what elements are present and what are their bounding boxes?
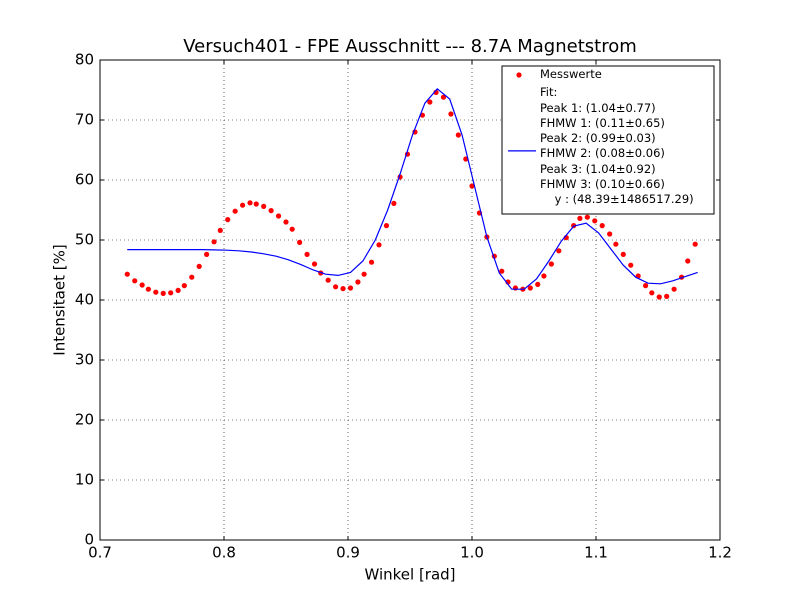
data-point bbox=[181, 283, 187, 289]
y-tick-label: 60 bbox=[75, 171, 94, 189]
legend-label: Messwerte bbox=[540, 67, 602, 81]
y-tick-label: 20 bbox=[75, 411, 94, 429]
y-axis-label: Intensitaet [%] bbox=[51, 244, 69, 355]
data-point bbox=[656, 294, 662, 300]
data-point bbox=[613, 241, 619, 247]
data-point bbox=[671, 286, 677, 292]
y-tick-label: 50 bbox=[75, 231, 94, 249]
x-axis-label: Winkel [rad] bbox=[364, 566, 455, 584]
data-point bbox=[340, 286, 346, 292]
data-point bbox=[132, 278, 138, 284]
data-point bbox=[556, 248, 562, 254]
legend-label-box: Messwerte bbox=[540, 67, 602, 81]
data-point bbox=[628, 262, 634, 268]
data-point bbox=[448, 111, 454, 117]
data-point bbox=[592, 218, 598, 224]
data-point bbox=[584, 214, 590, 220]
data-point bbox=[649, 290, 655, 296]
data-point bbox=[333, 284, 339, 290]
legend-label: Fit: Peak 1: (1.04±0.77) FHMW 1: (0.11±0… bbox=[540, 85, 694, 207]
data-point bbox=[240, 202, 246, 208]
data-point bbox=[232, 208, 238, 214]
data-point bbox=[225, 217, 231, 223]
data-point bbox=[620, 251, 626, 257]
data-point bbox=[304, 251, 310, 257]
data-point bbox=[664, 293, 670, 299]
data-point bbox=[599, 223, 605, 229]
data-point bbox=[499, 268, 505, 274]
y-tick-label: 0 bbox=[84, 531, 94, 549]
data-point bbox=[391, 200, 397, 206]
data-point bbox=[261, 203, 267, 209]
data-point bbox=[469, 183, 475, 189]
data-point bbox=[512, 285, 519, 291]
data-point bbox=[196, 263, 202, 269]
data-point bbox=[643, 283, 649, 289]
data-point bbox=[275, 213, 282, 219]
data-point bbox=[253, 201, 259, 207]
data-point bbox=[455, 132, 461, 138]
fit-line bbox=[127, 87, 698, 290]
chart-title: Versuch401 - FPE Ausschnitt --- 8.7A Mag… bbox=[183, 36, 637, 57]
data-point bbox=[204, 251, 210, 257]
data-point bbox=[325, 277, 331, 283]
y-tick-label: 80 bbox=[75, 51, 94, 69]
data-point bbox=[535, 281, 541, 287]
data-point bbox=[217, 227, 223, 233]
data-point bbox=[383, 223, 390, 229]
x-tick-label: 1.0 bbox=[460, 544, 484, 562]
data-point bbox=[268, 208, 274, 214]
data-point bbox=[685, 258, 691, 264]
data-point bbox=[297, 239, 303, 245]
data-point bbox=[124, 271, 130, 277]
legend-box bbox=[501, 65, 715, 215]
legend-label-box: Fit: Peak 1: (1.04±0.77) FHMW 1: (0.11±0… bbox=[540, 85, 694, 207]
data-point bbox=[283, 219, 289, 225]
data-point bbox=[347, 285, 354, 291]
legend-swatch bbox=[516, 72, 522, 78]
data-point bbox=[527, 285, 533, 291]
x-tick-label: 0.8 bbox=[212, 544, 236, 562]
data-point bbox=[145, 286, 151, 292]
data-point bbox=[139, 282, 145, 288]
data-point bbox=[440, 94, 447, 100]
data-point bbox=[427, 99, 433, 105]
data-point bbox=[368, 259, 375, 265]
data-point bbox=[160, 290, 166, 296]
y-tick-label: 10 bbox=[75, 471, 94, 489]
x-tick-label: 1.2 bbox=[708, 544, 732, 562]
data-point bbox=[289, 226, 295, 232]
data-point bbox=[211, 239, 217, 245]
data-point bbox=[548, 261, 554, 267]
data-point bbox=[692, 241, 698, 247]
x-tick-label: 0.9 bbox=[336, 544, 360, 562]
legend: Messwerte Fit: Peak 1: (1.04±0.77) FHMW 1… bbox=[501, 65, 715, 215]
data-point bbox=[607, 231, 613, 237]
y-tick-label: 40 bbox=[75, 291, 94, 309]
y-tick-label: 70 bbox=[75, 111, 94, 129]
data-point bbox=[168, 290, 174, 296]
data-point bbox=[189, 274, 195, 280]
data-point bbox=[175, 287, 181, 293]
y-tick-label: 30 bbox=[75, 351, 94, 369]
data-point bbox=[311, 261, 318, 267]
x-tick-label: 1.1 bbox=[584, 544, 608, 562]
data-point bbox=[355, 279, 361, 285]
data-point bbox=[153, 289, 159, 295]
plot-frame bbox=[99, 59, 721, 541]
data-point bbox=[541, 273, 547, 279]
data-point bbox=[247, 200, 253, 206]
data-point bbox=[577, 215, 583, 221]
data-point bbox=[361, 271, 367, 277]
x-tick-label: 0.7 bbox=[88, 544, 112, 562]
data-point bbox=[376, 242, 382, 248]
